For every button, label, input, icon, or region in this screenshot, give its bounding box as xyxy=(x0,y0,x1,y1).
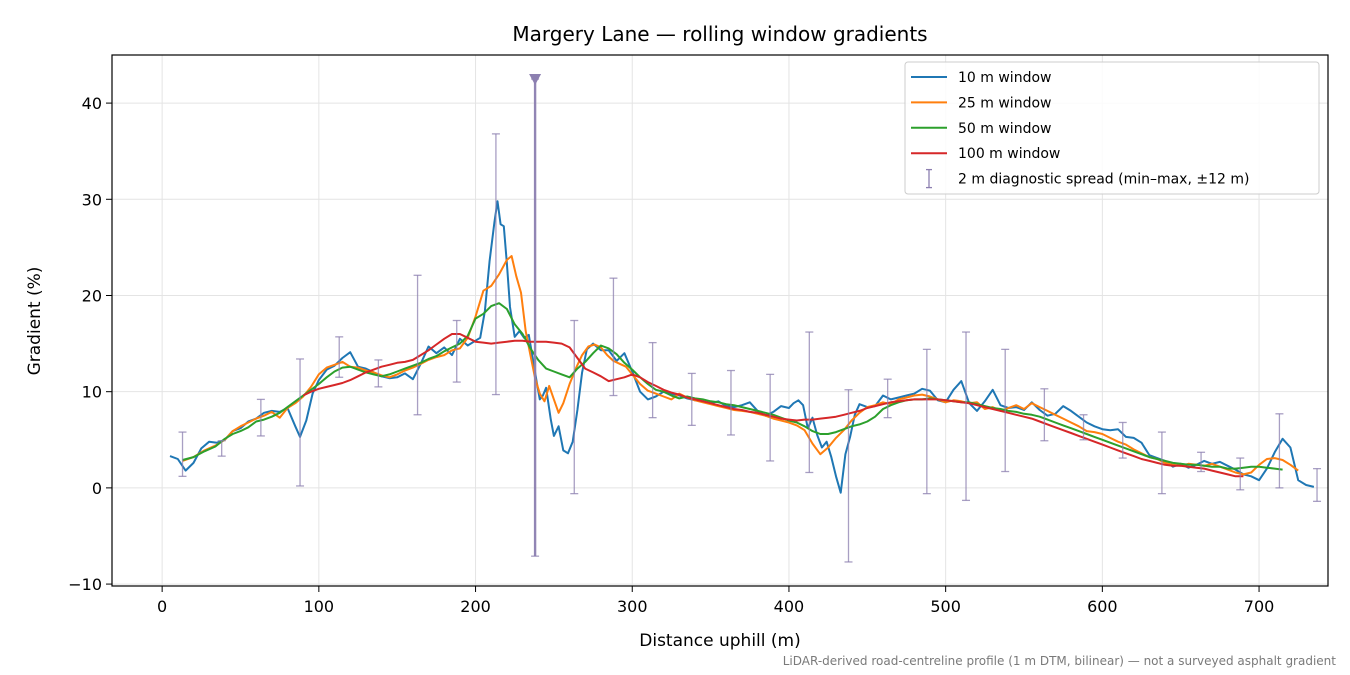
legend: 10 m window 25 m window 50 m window 100 m w… xyxy=(904,61,1320,195)
error-bar xyxy=(1313,467,1322,502)
error-bar xyxy=(296,358,305,487)
y-axis-label: Gradient (%) xyxy=(25,267,45,376)
legend-item: 50 m window xyxy=(911,121,1051,137)
error-bar xyxy=(178,431,187,477)
y-tick-label: 10 xyxy=(82,383,102,402)
error-bar xyxy=(609,277,618,397)
error-bar xyxy=(217,440,226,457)
x-tick-label: 500 xyxy=(930,597,961,616)
error-bar xyxy=(1118,421,1127,459)
error-bar xyxy=(805,331,814,474)
x-tick-label: 0 xyxy=(157,597,167,616)
legend-label: 10 m window xyxy=(958,70,1051,86)
x-tick-label: 200 xyxy=(460,597,491,616)
series-line xyxy=(182,302,1283,471)
footnote: LiDAR-derived road-centreline profile (1… xyxy=(783,654,1337,668)
error-bar xyxy=(844,389,853,563)
error-bar xyxy=(1040,388,1049,442)
error-bar xyxy=(491,133,500,396)
series-layer xyxy=(169,74,1322,563)
error-bar xyxy=(726,369,735,436)
error-bar xyxy=(1275,413,1284,489)
error-bar xyxy=(962,331,971,502)
y-tick-label: −10 xyxy=(68,575,102,594)
y-tick-label: 0 xyxy=(92,479,102,498)
error-bar xyxy=(766,373,775,462)
x-tick-label: 300 xyxy=(617,597,648,616)
axis-ticks: 0 100 200 300 400 500 600 700 −10 0 10 20 30 40 xyxy=(68,94,1274,616)
error-bar xyxy=(687,372,696,427)
legend-label: 25 m window xyxy=(958,95,1051,111)
legend-item: 10 m window xyxy=(911,70,1051,86)
error-bar xyxy=(1197,451,1206,473)
error-bar xyxy=(922,348,931,495)
legend-label: 100 m window xyxy=(958,146,1060,162)
error-bar xyxy=(335,336,344,378)
series-line xyxy=(302,333,1244,478)
x-tick-label: 400 xyxy=(774,597,805,616)
error-bar xyxy=(256,398,265,437)
error-bar xyxy=(452,319,461,383)
legend-item: 25 m window xyxy=(911,95,1051,111)
clipped-marker xyxy=(529,74,542,86)
error-bar xyxy=(1001,348,1010,473)
legend-item: 100 m window xyxy=(911,146,1060,162)
error-bar xyxy=(570,319,579,495)
error-bar xyxy=(648,341,657,419)
error-bar xyxy=(1157,431,1166,495)
y-tick-label: 20 xyxy=(82,286,102,305)
error-bar xyxy=(413,274,422,416)
legend-box xyxy=(904,61,1320,195)
x-tick-label: 700 xyxy=(1244,597,1275,616)
x-axis-label: Distance uphill (m) xyxy=(639,631,800,651)
legend-label: 50 m window xyxy=(958,121,1051,137)
error-bar xyxy=(1079,414,1088,441)
legend-item: 2 m diagnostic spread (min–max, ±12 m) xyxy=(926,168,1249,189)
chart-title: Margery Lane — rolling window gradients xyxy=(512,22,927,46)
x-tick-label: 100 xyxy=(304,597,335,616)
error-bar xyxy=(1236,457,1245,491)
error-bar xyxy=(529,74,542,557)
legend-label: 2 m diagnostic spread (min–max, ±12 m) xyxy=(958,172,1249,188)
plot-frame xyxy=(111,54,1329,587)
error-bar xyxy=(883,378,892,419)
error-bar xyxy=(374,359,383,388)
x-tick-label: 600 xyxy=(1087,597,1118,616)
y-tick-label: 40 xyxy=(82,94,102,113)
y-tick-label: 30 xyxy=(82,190,102,209)
